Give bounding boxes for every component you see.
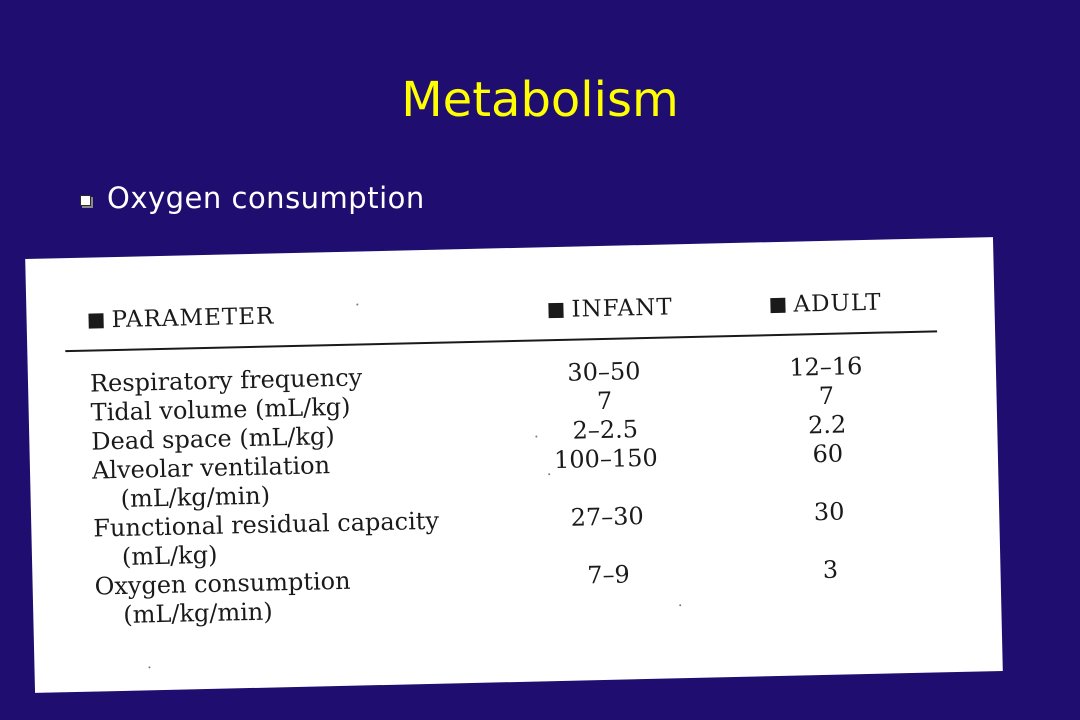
row-parameter: Alveolar ventilation: [91, 451, 331, 485]
row-parameter-block: Oxygen consumption (mL/kg/min): [94, 567, 351, 631]
header-parameter: PARAMETER: [88, 303, 275, 334]
parameter-table: PARAMETER INFANT ADULT Respiratory frequ…: [64, 276, 943, 631]
header-adult-label: ADULT: [793, 289, 882, 318]
square-marker-icon: [548, 302, 564, 318]
row-parameter-unit: (mL/kg/min): [122, 597, 273, 629]
row-parameter: Oxygen consumption: [94, 566, 351, 601]
row-infant-value: 100–150: [553, 443, 659, 475]
row-adult-value: 7: [818, 381, 835, 411]
square-marker-icon: [88, 312, 104, 329]
header-infant: INFANT: [548, 294, 673, 323]
row-adult-value: 60: [812, 439, 844, 469]
checkbox-bullet-icon: [80, 194, 91, 206]
row-parameter-block: Functional residual capacity (mL/kg): [93, 507, 440, 573]
row-infant-value: 7–9: [586, 560, 631, 590]
header-infant-label: INFANT: [571, 294, 674, 323]
table-header-row: PARAMETER INFANT ADULT: [64, 276, 938, 353]
slide-title: Metabolism: [401, 72, 679, 128]
scan-speck: [356, 303, 359, 306]
row-infant-value: 30–50: [567, 357, 641, 387]
scan-speck: [535, 435, 538, 438]
scan-speck: [148, 666, 151, 669]
row-adult-value: 3: [822, 555, 839, 585]
row-adult-value: 2.2: [807, 410, 847, 440]
scanned-table-image: PARAMETER INFANT ADULT Respiratory frequ…: [25, 237, 1003, 693]
row-infant-value: 27–30: [570, 502, 645, 532]
row-adult-value: 12–16: [788, 352, 863, 382]
scan-speck: [679, 604, 682, 607]
bullet-text: Oxygen consumption: [107, 181, 425, 215]
scan-speck: [548, 473, 551, 476]
header-parameter-label: PARAMETER: [111, 303, 275, 334]
row-infant-value: 7: [596, 386, 613, 416]
row-parameter-block: Alveolar ventilation (mL/kg/min): [92, 451, 331, 514]
square-marker-icon: [770, 297, 786, 313]
row-infant-value: 2–2.5: [572, 415, 639, 445]
bullet-item: Oxygen consumption: [80, 176, 425, 220]
row-adult-value: 30: [813, 497, 845, 527]
header-adult: ADULT: [770, 290, 882, 319]
